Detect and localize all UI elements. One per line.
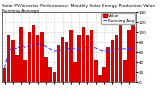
Bar xyxy=(86,34,89,82)
Bar xyxy=(19,27,23,82)
Bar xyxy=(102,67,106,82)
Bar xyxy=(127,30,131,82)
Bar xyxy=(65,42,68,82)
Bar xyxy=(82,27,85,82)
Bar xyxy=(44,57,48,82)
Bar xyxy=(119,24,122,82)
Bar xyxy=(106,47,110,82)
Bar xyxy=(52,72,56,82)
Bar xyxy=(123,60,127,82)
Bar xyxy=(24,60,27,82)
Bar xyxy=(32,24,35,82)
Bar xyxy=(131,22,135,82)
Bar xyxy=(28,32,31,82)
Bar xyxy=(11,40,15,82)
Bar xyxy=(94,60,98,82)
Bar xyxy=(111,40,114,82)
Bar xyxy=(48,67,52,82)
Bar xyxy=(15,55,19,82)
Bar xyxy=(61,37,64,82)
Bar xyxy=(77,34,81,82)
Bar xyxy=(57,44,60,82)
Bar xyxy=(115,34,118,82)
Bar xyxy=(98,74,102,82)
Bar xyxy=(90,30,93,82)
Bar xyxy=(69,30,73,82)
Bar xyxy=(40,32,44,82)
Bar xyxy=(3,68,6,82)
Text: Solar PV/Inverter Performance: Monthly Solar Energy Production Value  Running Av: Solar PV/Inverter Performance: Monthly S… xyxy=(2,4,156,13)
Bar xyxy=(73,62,77,82)
Legend: Value, Running Avg: Value, Running Avg xyxy=(101,13,135,24)
Bar xyxy=(7,34,10,82)
Bar xyxy=(36,34,40,82)
